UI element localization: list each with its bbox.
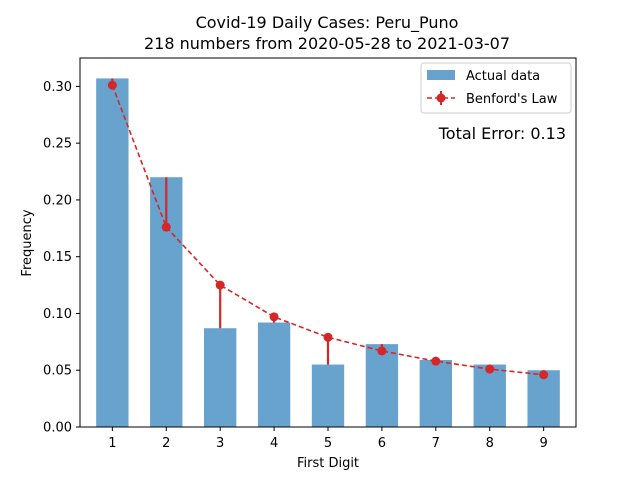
x-tick-label: 8 [486, 436, 494, 451]
benford-marker-digit-8 [485, 364, 495, 374]
legend-label-actual: Actual data [466, 69, 540, 84]
bar-digit-3 [204, 328, 237, 427]
benford-marker-digit-2 [161, 222, 171, 232]
bar-digit-6 [365, 344, 399, 427]
x-axis-label: First Digit [297, 456, 359, 471]
y-tick-label: 0.10 [43, 307, 72, 322]
y-tick-label: 0.15 [43, 250, 72, 265]
legend-label-benford: Benford's Law [466, 92, 558, 107]
benford-marker-digit-1 [107, 80, 117, 90]
benford-marker-digit-7 [431, 356, 441, 366]
bars-layer [96, 78, 560, 427]
bar-digit-7 [419, 360, 452, 427]
benford-marker-digit-9 [539, 370, 549, 380]
x-tick-label: 6 [378, 436, 386, 451]
benford-layer [107, 78, 549, 380]
legend-marker-benford [436, 93, 446, 103]
y-tick-label: 0.00 [43, 421, 72, 436]
benford-marker-digit-5 [323, 332, 333, 342]
total-error-annotation: Total Error: 0.13 [438, 124, 566, 143]
x-tick-label: 4 [270, 436, 278, 451]
legend-box [420, 62, 572, 114]
bar-digit-9 [527, 370, 560, 427]
x-tick-label: 7 [432, 436, 440, 451]
chart-title: Covid-19 Daily Cases: Peru_Puno [196, 13, 459, 33]
y-axis-label: Frequency [20, 209, 35, 276]
x-tick-label: 3 [216, 436, 224, 451]
y-axis: 0.00 0.05 0.10 0.15 0.20 0.25 0.30 [43, 80, 80, 436]
y-tick-label: 0.25 [43, 137, 72, 152]
x-tick-label: 2 [162, 436, 170, 451]
bar-digit-4 [257, 322, 291, 427]
y-tick-label: 0.30 [43, 80, 72, 95]
legend-swatch-actual [427, 70, 455, 80]
y-tick-label: 0.05 [43, 364, 72, 379]
chart-subtitle: 218 numbers from 2020-05-28 to 2021-03-0… [144, 34, 510, 53]
y-tick-label: 0.20 [43, 193, 72, 208]
benford-marker-digit-3 [215, 280, 225, 290]
benford-line [111, 84, 544, 376]
bar-digit-1 [96, 78, 129, 427]
legend: Actual data Benford's Law [420, 62, 572, 114]
benford-marker-digit-6 [377, 346, 387, 356]
bar-digit-8 [473, 364, 506, 427]
x-axis: 1 2 3 4 5 6 7 8 9 [108, 427, 548, 451]
benford-marker-digit-4 [269, 312, 279, 322]
bar-digit-5 [311, 364, 345, 427]
x-tick-label: 5 [324, 436, 332, 451]
x-tick-label: 1 [108, 436, 116, 451]
x-tick-label: 9 [540, 436, 548, 451]
